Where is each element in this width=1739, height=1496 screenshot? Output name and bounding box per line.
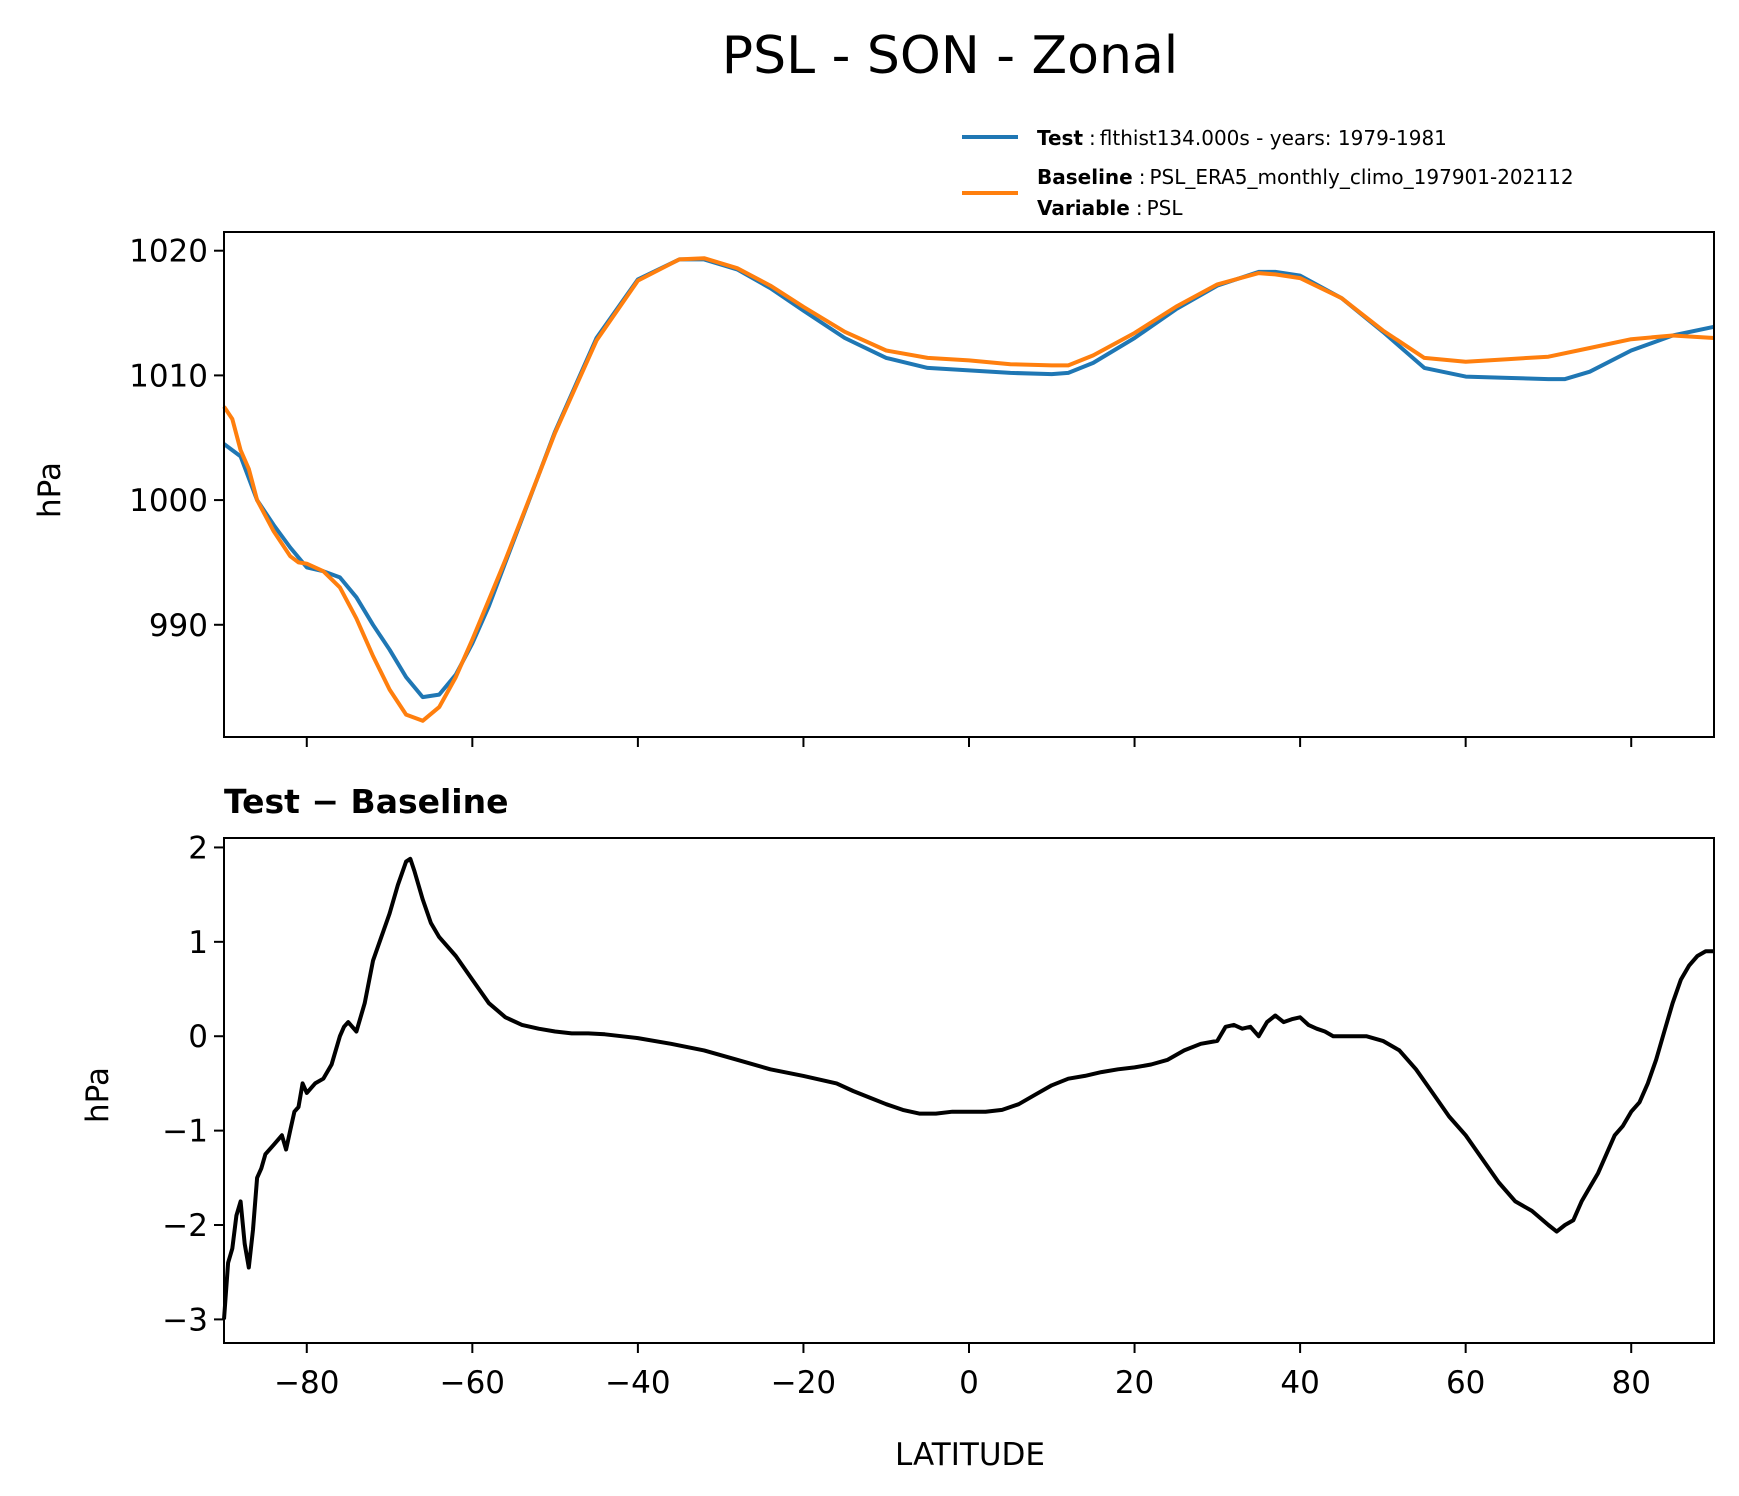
legend-sep-variable: :	[1136, 196, 1143, 220]
bottom-ylabel: hPa	[80, 1067, 116, 1123]
bottom-xtick-label: −20	[771, 1365, 836, 1401]
top-plot-frame	[223, 231, 1715, 738]
legend-value-baseline: PSL_ERA5_monthly_climo_197901-202112	[1149, 165, 1573, 189]
legend-key-test: Test	[1037, 126, 1083, 150]
bottom-ytick-label: 0	[188, 1019, 208, 1055]
top-panel: hPa 990 1000 1010 1020	[32, 231, 1715, 747]
top-ytick-label: 1010	[129, 358, 208, 394]
bottom-xtick-label: 20	[1115, 1365, 1154, 1401]
top-ytick-label: 1000	[129, 483, 208, 519]
legend-entry-variable: Variable: PSL	[1037, 196, 1183, 220]
bottom-xtick-label: −80	[274, 1365, 339, 1401]
top-series-test	[222, 257, 1715, 700]
bottom-xtick-label: 40	[1280, 1365, 1319, 1401]
bottom-series-test-baseline	[222, 856, 1714, 1320]
top-series-baseline	[222, 256, 1715, 723]
legend-sep-baseline: :	[1139, 165, 1146, 189]
bottom-xtick-label: −60	[440, 1365, 505, 1401]
legend-sep-test: :	[1089, 126, 1096, 150]
legend-value-test: flthist134.000s - years: 1979-1981	[1100, 126, 1447, 150]
legend-entry-test: Test: flthist134.000s - years: 1979-1981	[1037, 126, 1447, 150]
bottom-panel: Test − Baseline hPa LATITUDE −3 −2 −1 0 1 2 −8…	[80, 782, 1715, 1473]
legend-entry-baseline: Baseline: PSL_ERA5_monthly_climo_197901-2…	[1037, 165, 1574, 189]
legend-value-variable: PSL	[1147, 196, 1184, 220]
bottom-xlabel: LATITUDE	[895, 1437, 1045, 1473]
bottom-ytick-label: 2	[188, 830, 208, 866]
bottom-ytick-label: −2	[162, 1208, 208, 1244]
bottom-panel-title: Test − Baseline	[224, 782, 509, 821]
figure-title: PSL - SON - Zonal	[722, 26, 1179, 86]
legend: Test: flthist134.000s - years: 1979-1981 …	[962, 126, 1574, 220]
bottom-xtick-label: 0	[959, 1365, 979, 1401]
top-ylabel: hPa	[32, 462, 68, 518]
bottom-ytick-label: −1	[162, 1114, 208, 1150]
bottom-plot-frame	[223, 837, 1715, 1344]
bottom-xtick-label: 60	[1446, 1365, 1485, 1401]
bottom-ytick-label: 1	[188, 925, 208, 961]
top-ytick-label: 1020	[129, 234, 208, 270]
legend-key-baseline: Baseline	[1037, 165, 1133, 189]
bottom-xtick-label: −40	[605, 1365, 670, 1401]
legend-key-variable: Variable	[1037, 196, 1130, 220]
top-ytick-label: 990	[149, 608, 208, 644]
bottom-ytick-label: −3	[162, 1302, 208, 1338]
bottom-xtick-label: 80	[1611, 1365, 1650, 1401]
